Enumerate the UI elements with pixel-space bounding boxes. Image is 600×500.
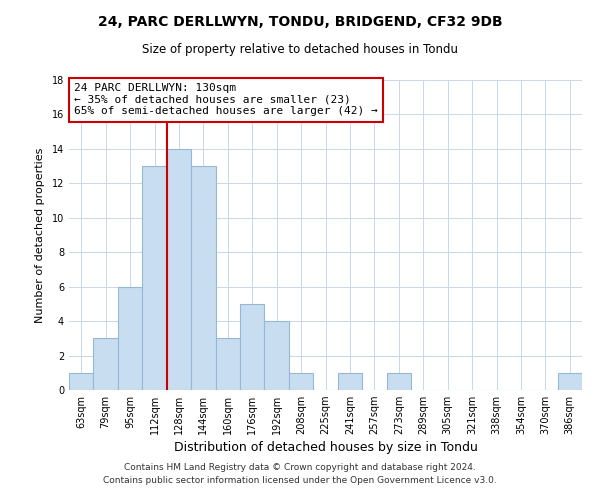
Bar bbox=[265, 321, 289, 390]
Y-axis label: Number of detached properties: Number of detached properties bbox=[35, 148, 45, 322]
Bar bbox=[240, 304, 265, 390]
Bar bbox=[557, 373, 582, 390]
Bar bbox=[338, 373, 362, 390]
X-axis label: Distribution of detached houses by size in Tondu: Distribution of detached houses by size … bbox=[173, 442, 478, 454]
Bar bbox=[69, 373, 94, 390]
Text: Contains HM Land Registry data © Crown copyright and database right 2024.: Contains HM Land Registry data © Crown c… bbox=[124, 462, 476, 471]
Bar bbox=[215, 338, 240, 390]
Text: 24, PARC DERLLWYN, TONDU, BRIDGEND, CF32 9DB: 24, PARC DERLLWYN, TONDU, BRIDGEND, CF32… bbox=[98, 15, 502, 29]
Text: 24 PARC DERLLWYN: 130sqm
← 35% of detached houses are smaller (23)
65% of semi-d: 24 PARC DERLLWYN: 130sqm ← 35% of detach… bbox=[74, 83, 378, 116]
Bar bbox=[289, 373, 313, 390]
Text: Contains public sector information licensed under the Open Government Licence v3: Contains public sector information licen… bbox=[103, 476, 497, 485]
Text: Size of property relative to detached houses in Tondu: Size of property relative to detached ho… bbox=[142, 42, 458, 56]
Bar bbox=[142, 166, 167, 390]
Bar bbox=[386, 373, 411, 390]
Bar bbox=[118, 286, 142, 390]
Bar bbox=[167, 149, 191, 390]
Bar bbox=[191, 166, 215, 390]
Bar bbox=[94, 338, 118, 390]
